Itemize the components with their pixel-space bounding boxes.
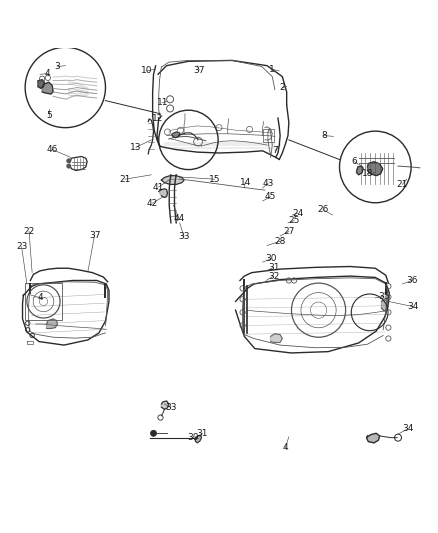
Circle shape (67, 164, 71, 168)
Text: 11: 11 (156, 98, 168, 107)
Polygon shape (46, 319, 57, 328)
Text: 34: 34 (408, 302, 419, 311)
Text: 4: 4 (45, 69, 51, 78)
Polygon shape (161, 176, 184, 184)
Polygon shape (271, 334, 283, 343)
Text: 25: 25 (288, 216, 300, 225)
Text: 4: 4 (283, 443, 288, 452)
Polygon shape (367, 433, 380, 443)
Polygon shape (42, 82, 53, 94)
Text: 28: 28 (275, 237, 286, 246)
Text: 33: 33 (178, 232, 190, 241)
Polygon shape (38, 79, 44, 88)
Text: 44: 44 (173, 214, 184, 223)
Text: 13: 13 (130, 143, 142, 152)
Text: 6: 6 (351, 157, 357, 166)
Text: 22: 22 (24, 227, 35, 236)
Text: 31: 31 (197, 429, 208, 438)
Text: 34: 34 (402, 424, 413, 433)
Text: 5: 5 (46, 111, 52, 120)
Text: 37: 37 (194, 66, 205, 75)
Text: 3: 3 (55, 62, 60, 71)
Text: 35: 35 (378, 292, 390, 301)
Text: 10: 10 (141, 67, 153, 75)
Text: 33: 33 (165, 402, 177, 411)
Polygon shape (172, 132, 180, 138)
Polygon shape (195, 435, 201, 443)
Text: 2: 2 (279, 83, 285, 92)
Text: 21: 21 (120, 175, 131, 184)
Text: 42: 42 (147, 199, 158, 208)
Text: 27: 27 (283, 227, 294, 236)
Text: 45: 45 (265, 192, 276, 201)
Circle shape (150, 430, 156, 437)
Text: 32: 32 (268, 272, 279, 280)
Text: 30: 30 (265, 254, 277, 263)
Text: 37: 37 (89, 231, 100, 239)
Text: 8: 8 (321, 131, 327, 140)
Text: 12: 12 (152, 114, 163, 123)
Text: 15: 15 (209, 175, 220, 184)
Circle shape (67, 159, 71, 163)
Polygon shape (159, 189, 167, 198)
Text: 36: 36 (406, 276, 418, 285)
Text: 30: 30 (187, 433, 198, 442)
Text: 23: 23 (16, 243, 27, 252)
Text: 24: 24 (292, 209, 303, 218)
Text: 4: 4 (38, 294, 44, 302)
Text: 46: 46 (46, 145, 58, 154)
Text: 1: 1 (268, 64, 274, 74)
Polygon shape (367, 161, 383, 176)
Text: 7: 7 (272, 146, 278, 155)
Text: 31: 31 (268, 263, 279, 272)
Polygon shape (381, 300, 389, 311)
Text: 26: 26 (317, 205, 328, 214)
Polygon shape (357, 166, 363, 175)
Text: 41: 41 (153, 182, 164, 191)
Text: 21: 21 (397, 180, 408, 189)
Text: 14: 14 (240, 177, 251, 187)
Text: 18: 18 (362, 169, 373, 179)
Text: 43: 43 (262, 179, 274, 188)
Polygon shape (161, 401, 169, 409)
